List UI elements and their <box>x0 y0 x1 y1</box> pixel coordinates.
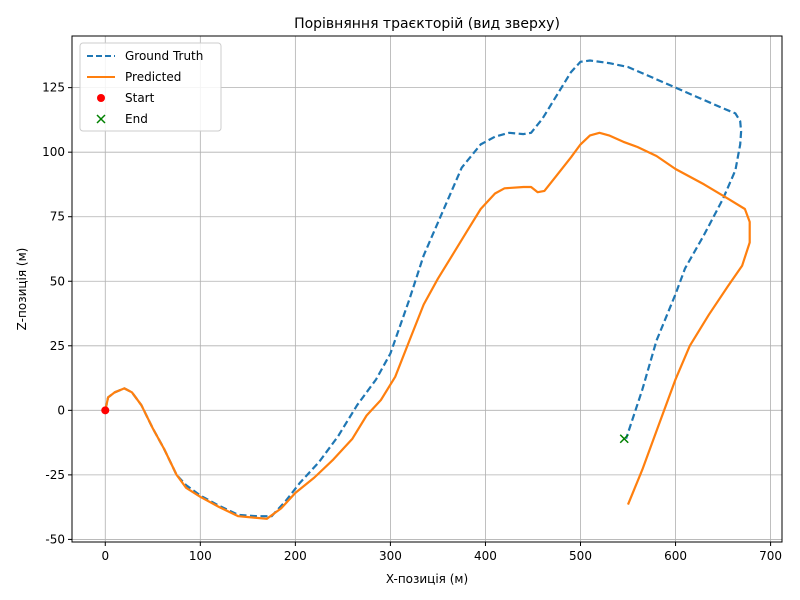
legend: Ground Truth Predicted Start End <box>79 42 222 132</box>
x-axis-label: X-позиція (м) <box>386 572 468 586</box>
legend-start-label: Start <box>125 91 155 105</box>
series-layer <box>101 59 751 520</box>
legend-end-marker <box>96 114 106 124</box>
series-line-ground-truth <box>104 59 743 518</box>
x-tick-label: 100 <box>189 549 212 563</box>
y-tick-label: 50 <box>50 274 65 288</box>
legend-box <box>79 42 222 132</box>
y-tick-label: -25 <box>45 468 65 482</box>
x-tick-label: 300 <box>379 549 402 563</box>
y-tick-label: 0 <box>57 403 65 417</box>
start-marker <box>101 406 110 415</box>
x-tick-label: 500 <box>569 549 592 563</box>
x-tick-label: 700 <box>759 549 782 563</box>
legend-end-label: End <box>125 112 148 126</box>
x-tick-label: 600 <box>664 549 687 563</box>
y-tick-label: -50 <box>45 532 65 546</box>
chart-title: Порівняння траєкторій (вид зверху) <box>294 16 560 32</box>
end-marker <box>619 434 629 444</box>
x-tick-label: 200 <box>284 549 307 563</box>
legend-pred-label: Predicted <box>125 70 181 84</box>
y-tick-label: 75 <box>50 210 65 224</box>
y-tick-label: 25 <box>50 339 65 353</box>
x-tick-label: 0 <box>101 549 109 563</box>
y-tick-label: 125 <box>42 81 65 95</box>
plot-frame <box>71 35 783 543</box>
series-line-predicted <box>104 131 751 520</box>
legend-start-marker <box>97 94 105 102</box>
y-tick-label: 100 <box>42 145 65 159</box>
axis-ticks: 0 100 200 300 400 500 600 700 -50 -25 0 25 50 75 100 12… <box>42 81 782 563</box>
x-tick-label: 400 <box>474 549 497 563</box>
legend-gt-label: Ground Truth <box>125 49 203 63</box>
y-axis-label: Z-позиція (м) <box>15 248 29 331</box>
